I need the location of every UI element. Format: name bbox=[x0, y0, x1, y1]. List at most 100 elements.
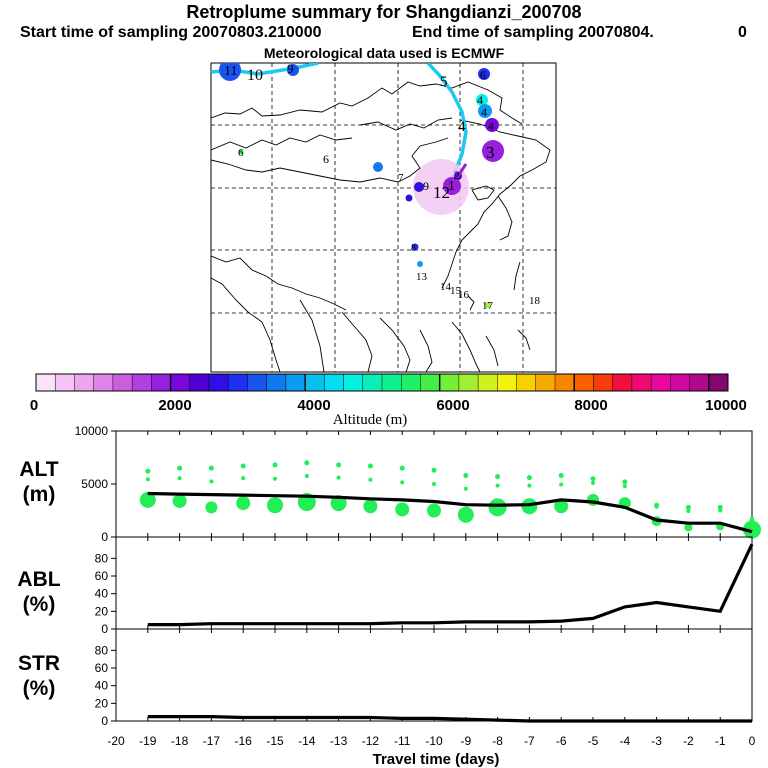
alt-mid-dot bbox=[241, 476, 246, 481]
plume-circle-4c bbox=[485, 118, 499, 132]
scale-swatch-35 bbox=[708, 374, 729, 391]
alt-upper-dot bbox=[431, 467, 437, 473]
scale-swatch-7 bbox=[170, 374, 191, 391]
scale-swatch-16 bbox=[343, 374, 364, 391]
scale-swatch-29 bbox=[593, 374, 614, 391]
map-label-10: 10 bbox=[247, 67, 263, 84]
scale-tick-6000: 6000 bbox=[436, 397, 469, 414]
scale-swatch-24 bbox=[497, 374, 518, 391]
map-label-4b: 4 bbox=[481, 105, 487, 119]
alt-mid-dot bbox=[622, 484, 627, 489]
map-label-16: 16 bbox=[458, 289, 470, 301]
alt-lower-dot bbox=[427, 503, 441, 518]
panel-frame bbox=[115, 628, 753, 722]
x-tick-label: -11 bbox=[394, 734, 411, 748]
map-label-3: 3 bbox=[486, 143, 495, 162]
map-label-9a: 9 bbox=[287, 61, 294, 76]
alt-unit-label: (m) bbox=[23, 483, 56, 506]
map-label-4a: 4 bbox=[477, 93, 483, 107]
sampling-time-line: Start time of sampling 20070803.210000 E… bbox=[20, 24, 748, 42]
x-tick-label: 0 bbox=[749, 734, 756, 748]
series-line-alt bbox=[147, 491, 753, 534]
x-tick-label: -15 bbox=[266, 734, 284, 748]
map-label-6a: 6 bbox=[480, 68, 486, 82]
scale-swatch-6 bbox=[151, 374, 172, 391]
str-unit-label: (%) bbox=[23, 677, 56, 700]
scale-swatch-34 bbox=[689, 374, 710, 391]
alt-upper-dot bbox=[622, 479, 628, 485]
scale-swatch-25 bbox=[516, 374, 537, 391]
alt-mid-dot bbox=[209, 479, 214, 484]
alt-lower-dot bbox=[363, 499, 378, 514]
plume-circle-9b bbox=[417, 261, 423, 267]
alt-mid-dot bbox=[368, 477, 373, 482]
alt-mid-dot bbox=[273, 476, 277, 481]
alt-upper-dot bbox=[463, 473, 469, 479]
x-tick-label: -8 bbox=[492, 734, 503, 748]
scale-swatch-13 bbox=[285, 374, 306, 391]
alt-lower-dot bbox=[267, 497, 283, 514]
scale-swatch-18 bbox=[382, 374, 402, 391]
scale-swatch-9 bbox=[209, 374, 229, 391]
color-scale-title: Altitude (m) bbox=[333, 412, 408, 428]
plume-circle-11 bbox=[219, 63, 241, 81]
map-label-12: 12 bbox=[433, 183, 450, 202]
series-line-str bbox=[147, 714, 752, 723]
map-label-2: 2 bbox=[454, 168, 460, 182]
map-grid bbox=[211, 63, 556, 372]
scale-swatch-3 bbox=[93, 374, 114, 391]
alt-mid-dot bbox=[463, 486, 468, 491]
map-label-18: 18 bbox=[529, 295, 541, 307]
scale-swatch-27 bbox=[555, 374, 575, 391]
abl-panel-label: ABL bbox=[17, 568, 60, 591]
map-label-4c: 4 bbox=[458, 119, 466, 135]
scale-swatch-21 bbox=[439, 374, 460, 391]
alt-upper-dot bbox=[367, 463, 373, 469]
series-line-abl bbox=[147, 543, 754, 627]
map-label-1: 1 bbox=[448, 179, 455, 194]
scale-swatch-30 bbox=[612, 374, 633, 391]
scale-swatch-2 bbox=[74, 374, 95, 391]
x-tick-label: -5 bbox=[588, 734, 599, 748]
alt-lower-dot bbox=[554, 499, 569, 514]
panel-str: 80 60 40 20 0 bbox=[95, 628, 753, 728]
y-tick-label: 10000 bbox=[75, 424, 109, 438]
plume-circle-6b bbox=[238, 149, 244, 155]
x-tick-label: -9 bbox=[460, 734, 471, 748]
alt-mid-dot bbox=[145, 477, 150, 482]
alt-upper-dot bbox=[526, 475, 532, 481]
y-tick-label: 80 bbox=[95, 643, 109, 657]
alt-upper-dot bbox=[177, 465, 183, 471]
x-tick-label: -3 bbox=[651, 734, 662, 748]
scale-swatch-32 bbox=[651, 374, 671, 391]
alt-lower-dot bbox=[488, 498, 507, 517]
plume-circle-7 bbox=[414, 182, 424, 192]
y-tick-label: 40 bbox=[95, 587, 109, 601]
scale-swatch-31 bbox=[631, 374, 652, 391]
scale-swatch-26 bbox=[535, 374, 556, 391]
plume-circle-4a bbox=[476, 94, 488, 106]
str-panel-label: STR bbox=[18, 652, 60, 675]
alt-lower-dot bbox=[205, 501, 218, 514]
scale-tick-4000: 4000 bbox=[297, 397, 330, 414]
alt-mid-dot bbox=[750, 516, 754, 521]
y-tick-label: 60 bbox=[95, 661, 109, 675]
panel-labels: ALT (m) ABL (%) STR (%) bbox=[17, 458, 60, 700]
alt-mid-dot bbox=[591, 480, 595, 485]
panel-alt: 10000 5000 0 bbox=[75, 424, 761, 544]
chart-title: Retroplume summary for Shangdianzi_20070… bbox=[186, 2, 582, 22]
y-tick-label: 5000 bbox=[81, 477, 108, 491]
map-label-8: 8 bbox=[411, 243, 416, 254]
x-tick-label: -16 bbox=[235, 734, 253, 748]
alt-mid-dot bbox=[304, 474, 309, 479]
plume-circle-small-a bbox=[405, 194, 413, 202]
alt-mid-dot bbox=[336, 475, 341, 480]
scale-swatch-5 bbox=[132, 374, 152, 391]
y-tick-label: 20 bbox=[95, 696, 109, 710]
x-tick-label: -7 bbox=[524, 734, 535, 748]
alt-mid-dot bbox=[686, 509, 691, 514]
x-tick-label: -6 bbox=[556, 734, 567, 748]
alt-mid-dot bbox=[495, 483, 500, 488]
alt-lower-dot bbox=[743, 520, 761, 539]
